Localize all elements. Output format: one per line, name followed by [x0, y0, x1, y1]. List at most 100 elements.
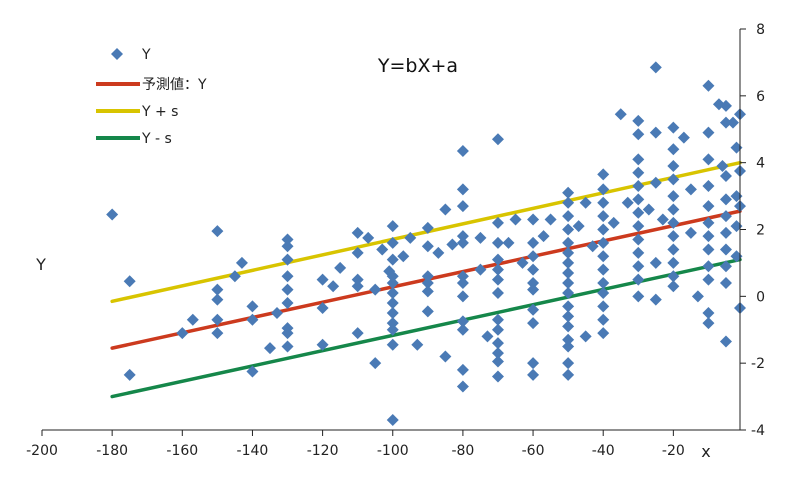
y-tick-label: -4 — [751, 423, 765, 439]
data-point — [632, 233, 645, 246]
data-point — [719, 210, 732, 223]
data-point — [702, 307, 715, 320]
chart-title: Y=bX+a — [377, 55, 458, 77]
data-point — [527, 263, 540, 276]
x-tick-label: -180 — [96, 443, 128, 459]
legend-item-lower: Y - s — [96, 131, 172, 147]
legend-label-y: Y — [141, 47, 151, 63]
data-point — [421, 221, 434, 234]
data-point — [649, 293, 662, 306]
data-point — [491, 313, 504, 326]
data-point — [491, 273, 504, 286]
data-point — [719, 243, 732, 256]
data-point — [716, 160, 729, 173]
x-tick-label: -200 — [26, 443, 58, 459]
data-point — [327, 280, 340, 293]
data-point — [667, 280, 680, 293]
data-point — [351, 246, 364, 259]
data-point — [281, 233, 294, 246]
legend-label-lower: Y - s — [141, 131, 172, 147]
data-point — [446, 238, 459, 251]
data-point — [386, 323, 399, 336]
data-point — [316, 273, 329, 286]
data-point — [719, 276, 732, 289]
data-point — [456, 315, 469, 328]
y-tick-label: 0 — [756, 289, 765, 305]
data-point — [386, 276, 399, 289]
data-point — [439, 350, 452, 363]
data-point — [632, 128, 645, 141]
data-point — [456, 380, 469, 393]
y-tick-label: 2 — [756, 223, 765, 239]
data-point — [562, 196, 575, 209]
x-tick-label: -20 — [662, 443, 685, 459]
data-point — [730, 220, 743, 233]
data-point — [667, 121, 680, 134]
data-point — [702, 216, 715, 229]
data-point — [719, 99, 732, 112]
data-point — [632, 166, 645, 179]
data-point — [386, 236, 399, 249]
data-point — [211, 313, 224, 326]
data-point — [369, 357, 382, 370]
data-point — [702, 153, 715, 166]
data-point — [491, 263, 504, 276]
data-point — [562, 333, 575, 346]
data-point — [281, 327, 294, 340]
data-point — [614, 108, 627, 121]
data-point — [632, 114, 645, 127]
data-point — [730, 190, 743, 203]
data-point — [351, 226, 364, 239]
data-point — [246, 365, 259, 378]
data-point — [702, 230, 715, 243]
data-point — [509, 213, 522, 226]
data-point — [719, 260, 732, 273]
data-point — [334, 261, 347, 274]
data-point — [597, 196, 610, 209]
data-point — [369, 283, 382, 296]
x-tick-label: -100 — [377, 443, 409, 459]
data-point — [397, 250, 410, 263]
data-point — [562, 340, 575, 353]
data-point — [527, 368, 540, 381]
data-point — [527, 283, 540, 296]
data-point — [527, 213, 540, 226]
data-point — [597, 236, 610, 249]
y-axis-title: Y — [35, 255, 46, 274]
data-point — [527, 236, 540, 249]
data-point — [281, 253, 294, 266]
data-point — [667, 143, 680, 156]
data-point — [527, 303, 540, 316]
data-point — [491, 236, 504, 249]
data-point — [516, 256, 529, 269]
data-point — [211, 327, 224, 340]
data-point — [281, 297, 294, 310]
x-tick-label: -160 — [166, 443, 198, 459]
data-point — [562, 357, 575, 370]
data-point — [211, 225, 224, 238]
x-axis-title: x — [701, 442, 710, 461]
data-point — [562, 276, 575, 289]
data-point — [607, 216, 620, 229]
data-point — [597, 327, 610, 340]
data-point — [632, 260, 645, 273]
data-point — [579, 196, 592, 209]
data-point — [667, 256, 680, 269]
data-point — [597, 183, 610, 196]
data-point — [481, 330, 494, 343]
y-tick-label: -2 — [751, 356, 765, 372]
data-point — [502, 236, 515, 249]
data-point — [432, 246, 445, 259]
data-point — [491, 323, 504, 336]
data-point — [562, 286, 575, 299]
data-point — [411, 338, 424, 351]
data-point — [719, 335, 732, 348]
data-point — [362, 231, 375, 244]
data-point — [386, 253, 399, 266]
data-point — [649, 176, 662, 189]
data-point — [562, 236, 575, 249]
data-point — [456, 363, 469, 376]
data-point — [544, 213, 557, 226]
data-point — [702, 260, 715, 273]
legend-label-upper: Y + s — [141, 104, 178, 120]
